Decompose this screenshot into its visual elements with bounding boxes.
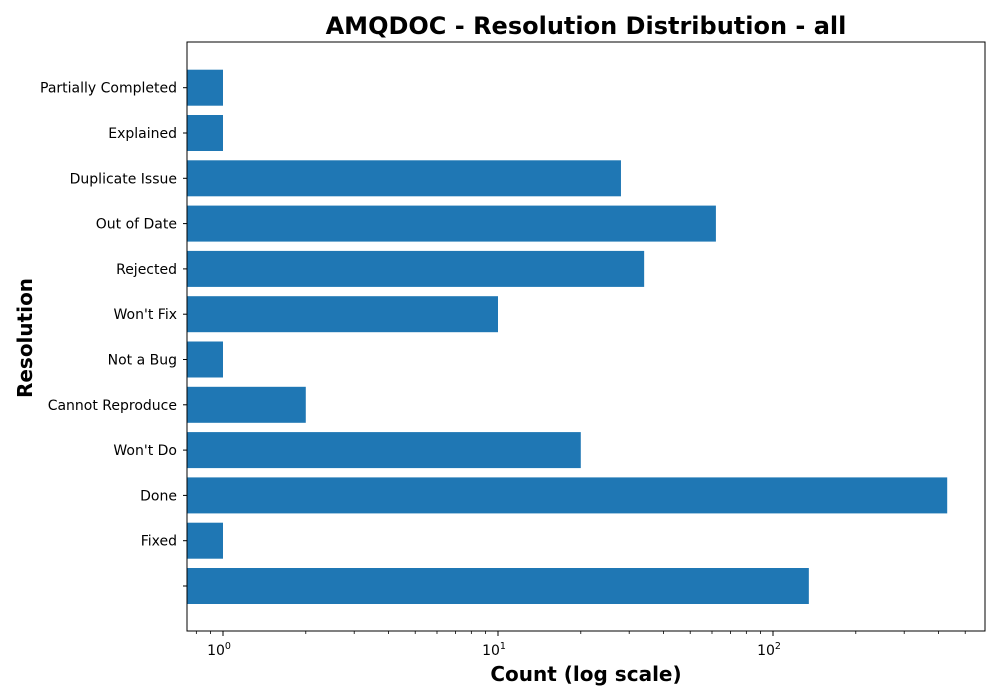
y-tick-label: Partially Completed bbox=[40, 81, 177, 97]
y-tick-label: Out of Date bbox=[96, 217, 177, 233]
bar bbox=[187, 477, 948, 514]
y-tick-label: Fixed bbox=[141, 534, 177, 550]
bar bbox=[187, 522, 223, 559]
bar bbox=[187, 341, 223, 378]
chart-title: AMQDOC - Resolution Distribution - all bbox=[326, 12, 847, 40]
bar bbox=[187, 115, 223, 151]
bar bbox=[187, 386, 306, 423]
y-tick-label: Done bbox=[140, 488, 177, 504]
y-tick-label: Duplicate Issue bbox=[70, 171, 177, 187]
x-tick-label: 101 bbox=[482, 641, 506, 659]
bars-layer bbox=[187, 69, 948, 604]
bar bbox=[187, 432, 581, 469]
y-tick-label: Rejected bbox=[116, 262, 177, 278]
y-tick-label: Not a Bug bbox=[108, 353, 177, 369]
plot-frame bbox=[186, 41, 986, 632]
x-tick-label: 102 bbox=[757, 641, 781, 659]
y-tick-label: Cannot Reproduce bbox=[48, 398, 177, 414]
bar bbox=[187, 568, 809, 604]
bar bbox=[187, 296, 498, 333]
bar bbox=[187, 205, 716, 242]
bar bbox=[187, 160, 621, 197]
x-ticks-layer: 100 101 102 bbox=[195, 631, 966, 659]
y-axis-label: Resolution bbox=[13, 278, 37, 398]
x-axis-label: Count (log scale) bbox=[490, 662, 681, 686]
x-tick-label: 100 bbox=[207, 641, 231, 659]
bar bbox=[187, 250, 645, 287]
y-tick-label: Won't Do bbox=[113, 443, 177, 459]
y-tick-label: Explained bbox=[108, 126, 177, 142]
y-ticks-layer: Fixed Done Won't Do Cannot Reproduce Not a B… bbox=[40, 81, 187, 587]
bar bbox=[187, 69, 223, 106]
y-tick-label: Won't Fix bbox=[114, 307, 177, 323]
